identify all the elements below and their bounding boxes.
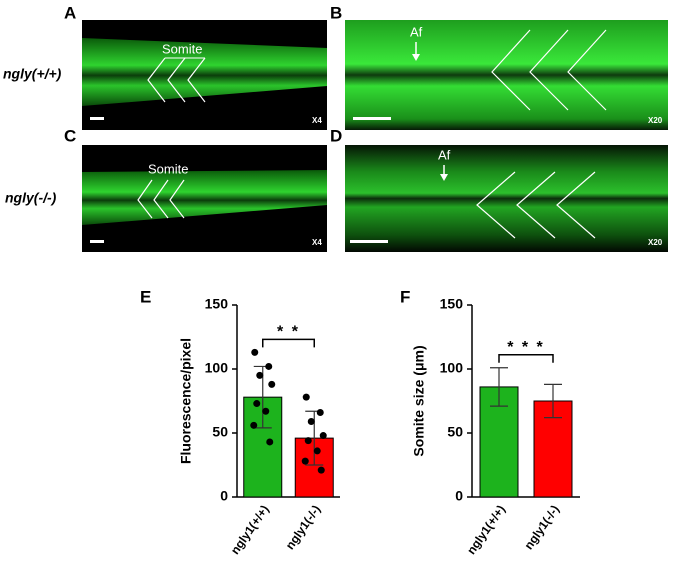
- row-label: ngly(-/-): [5, 190, 57, 206]
- data-point: [313, 447, 321, 455]
- x-tick-label: ngly1(+/+): [228, 503, 272, 557]
- somite-outline: [153, 179, 169, 219]
- data-point: [253, 400, 261, 408]
- data-point: [266, 438, 274, 446]
- y-axis-label: Fluorescence/pixel: [178, 338, 194, 464]
- scale-bar: [353, 117, 391, 120]
- error-bar: [490, 367, 508, 407]
- somite-outline: [556, 171, 596, 239]
- y-tick-label: 150: [440, 296, 464, 312]
- data-point: [317, 466, 325, 474]
- y-tick-label: 50: [212, 424, 228, 440]
- panel-c: Somite X4 C: [64, 126, 327, 252]
- y-tick-label: 100: [205, 360, 229, 376]
- data-point: [250, 421, 258, 429]
- annotation: Somite: [148, 161, 188, 176]
- somite-outline: [476, 171, 516, 239]
- x-tick-label: ngly1(-/-): [522, 503, 563, 553]
- panel-a: Somite X4 A: [64, 3, 327, 130]
- somite-outline: [567, 29, 607, 111]
- somite-outline: [147, 57, 166, 103]
- annotation: Af: [410, 24, 423, 39]
- y-tick-label: 100: [440, 360, 464, 376]
- panel-label: A: [64, 3, 76, 22]
- x-tick-label: ngly1(+/+): [464, 503, 508, 557]
- fish-image: [345, 145, 668, 252]
- magnification: X4: [312, 238, 322, 247]
- panel-label: C: [64, 126, 76, 145]
- fish-image: [82, 38, 327, 106]
- somite-outline: [516, 171, 556, 239]
- annotation: Somite: [162, 41, 202, 56]
- fish-image: [345, 20, 668, 130]
- data-point: [301, 457, 309, 465]
- somite-outline: [529, 29, 569, 111]
- magnification: X4: [312, 116, 322, 125]
- scale-bar: [90, 240, 104, 243]
- data-point: [316, 409, 324, 417]
- panel-label: E: [140, 287, 151, 306]
- somite-outline: [137, 179, 153, 219]
- magnification: X20: [648, 238, 663, 247]
- data-point: [319, 432, 327, 440]
- somite-outline: [167, 57, 186, 103]
- data-point: [304, 437, 312, 445]
- error-bar: [544, 383, 562, 419]
- panel-b: Af X20 B: [330, 3, 668, 130]
- arrow: [412, 54, 420, 61]
- y-tick-label: 0: [455, 488, 463, 504]
- y-tick-label: 0: [220, 488, 228, 504]
- data-point: [302, 393, 310, 401]
- row-label: ngly(+/+): [3, 66, 62, 82]
- scale-bar: [90, 117, 104, 120]
- y-axis-label: Somite size (μm): [411, 345, 427, 456]
- somite-outline: [187, 57, 206, 103]
- somite-outline: [491, 29, 531, 111]
- significance-bracket: [498, 353, 554, 363]
- significance: * * *: [507, 339, 545, 356]
- data-point: [265, 362, 273, 370]
- panel-label: D: [330, 126, 342, 145]
- significance-bracket: [262, 338, 315, 348]
- panel-d: Af X20 D: [330, 126, 668, 252]
- fish-image: [82, 170, 327, 225]
- y-tick-label: 150: [205, 296, 229, 312]
- scale-bar: [350, 240, 388, 243]
- panel-label: B: [330, 3, 342, 22]
- panel-label: F: [400, 287, 410, 306]
- somite-outline: [169, 179, 185, 219]
- data-point: [268, 380, 276, 388]
- y-tick-label: 50: [447, 424, 463, 440]
- x-tick-label: ngly1(-/-): [283, 503, 324, 553]
- data-point: [307, 417, 315, 425]
- magnification: X20: [648, 116, 663, 125]
- data-point: [256, 371, 264, 379]
- arrow: [440, 174, 448, 181]
- significance: * *: [277, 324, 300, 341]
- data-point: [251, 348, 259, 356]
- annotation: Af: [438, 147, 451, 162]
- data-point: [262, 407, 270, 415]
